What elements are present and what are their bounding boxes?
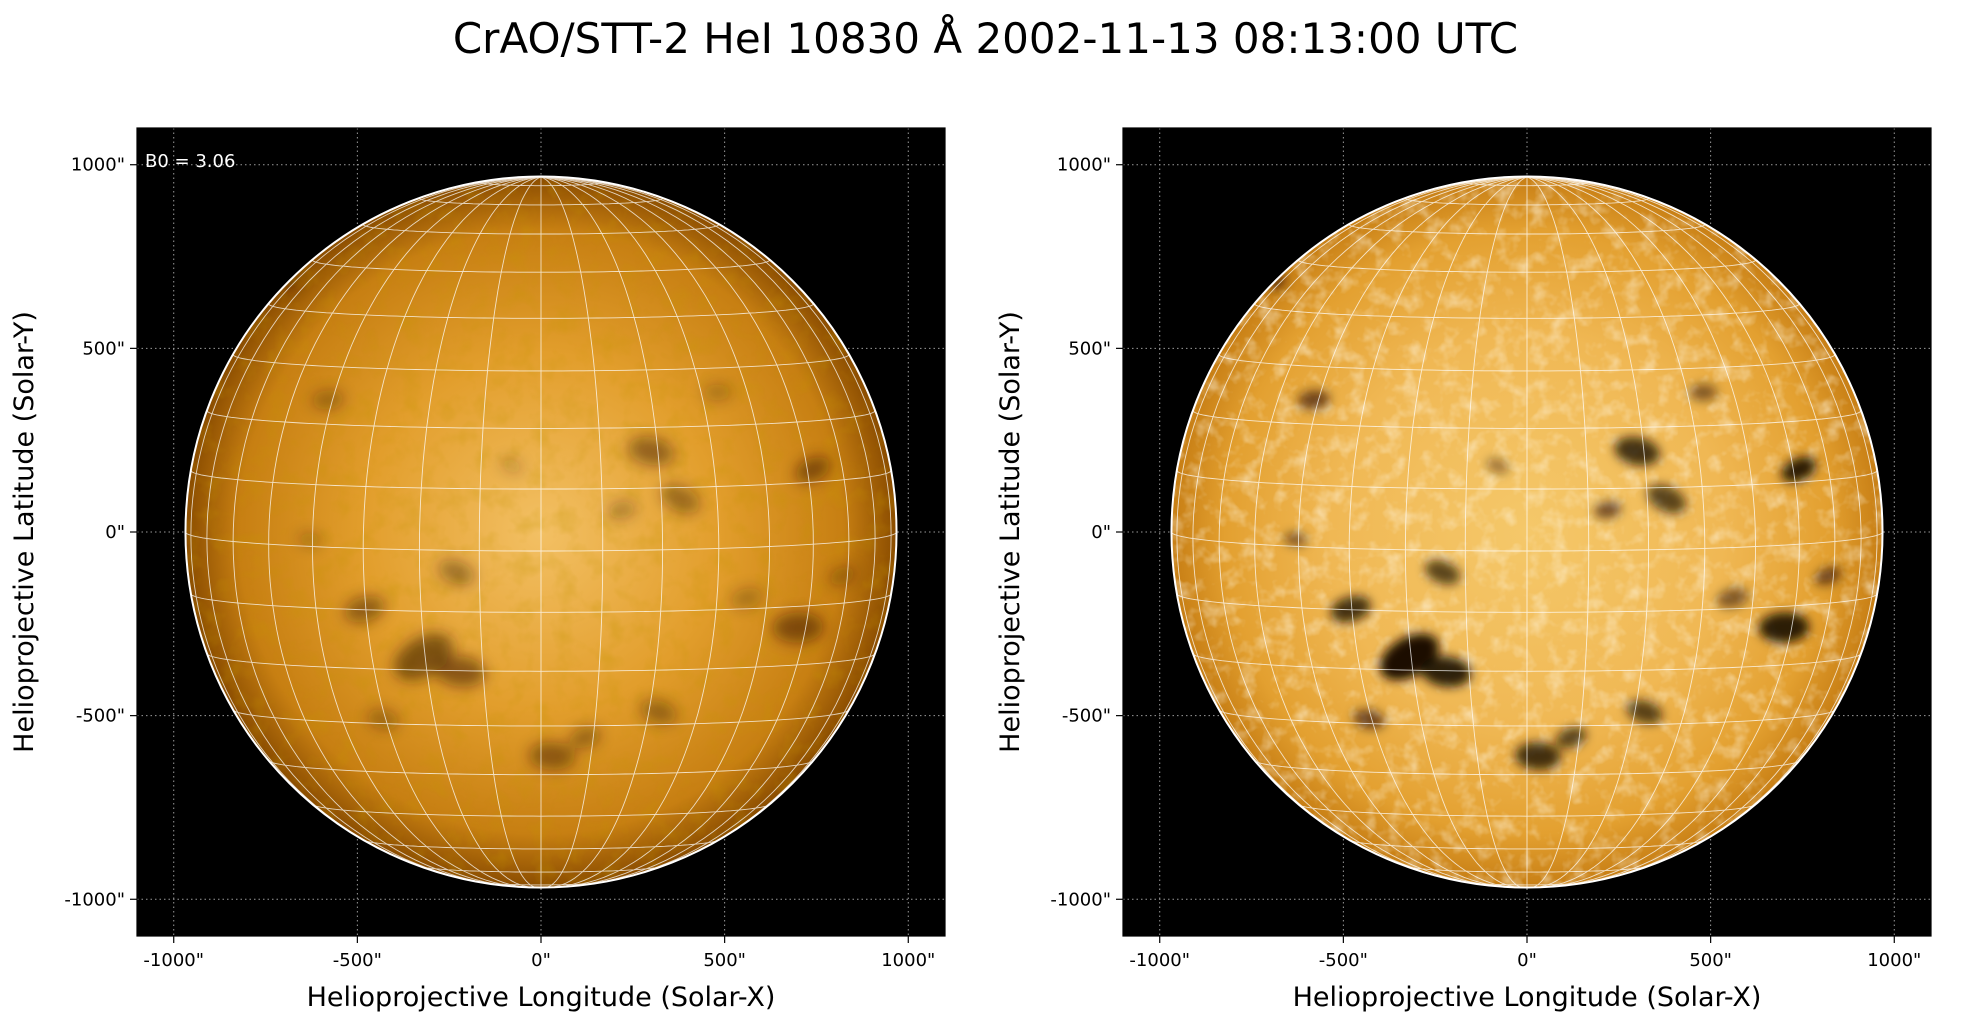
solar-limb [1170,175,1884,889]
y-tick-label: 0" [1091,522,1111,543]
dark-feature [1647,484,1686,514]
y-tick-label: -500" [1062,706,1111,727]
solar-limb [184,175,898,889]
dark-feature [1594,501,1622,519]
dark-feature [344,595,385,623]
dark-feature [1424,560,1461,585]
dark-feature [1614,436,1660,466]
y-tick-label: 1000" [71,155,125,176]
dark-feature [730,587,763,609]
dark-feature [367,709,399,730]
y-axis-label: Helioprojective Latitude (Solar-Y) [995,311,1026,753]
x-tick-label: -500" [333,950,382,971]
dark-feature [608,501,636,519]
dark-feature [1353,709,1385,730]
figure-title: CrAO/STT-2 HeI 10830 Å 2002-11-13 08:13:… [452,14,1519,63]
x-tick-label: -500" [1319,950,1368,971]
dark-feature [1758,612,1810,643]
y-tick-label: -1000" [64,889,125,910]
dark-feature [1284,532,1308,547]
dark-feature [829,566,856,586]
left-solar-panel: -1000" -500" 0" 500" 1000" 1000" 500" 0" -500" -1… [9,127,946,1013]
dark-feature [1781,456,1817,483]
y-tick-label: 500" [82,338,125,359]
dark-feature [438,560,475,585]
dark-feature [298,532,322,547]
dark-features [281,275,856,770]
y-tick-label: -1000" [1050,889,1111,910]
dark-feature [1716,587,1749,609]
dark-feature [1486,458,1509,474]
x-tick-label: -1000" [143,950,204,971]
dark-feature [703,384,732,401]
x-tick-label: 1000" [1867,950,1921,971]
y-tick-label: 0" [105,522,125,543]
dark-feature [1815,566,1842,586]
heliographic-grid [185,176,897,888]
right-solar-panel: -1000" -500" 0" 500" 1000" 1000" 500" 0" -500" -1… [995,127,1932,1013]
x-tick-label: 0" [531,950,551,971]
b0-annotation: B0 = 3.06 [145,151,235,172]
y-axis-label: Helioprojective Latitude (Solar-Y) [9,311,40,753]
y-tick-label: -500" [76,706,125,727]
x-tick-label: 500" [703,950,746,971]
x-axis-label: Helioprojective Longitude (Solar-X) [307,982,776,1013]
x-tick-label: 500" [1689,950,1732,971]
dark-feature [795,456,831,483]
x-axis-label: Helioprojective Longitude (Solar-X) [1293,982,1762,1013]
dark-feature [1297,390,1330,410]
dark-feature [1421,656,1472,687]
dark-feature [435,656,486,687]
dark-feature [628,436,674,466]
x-tick-label: 1000" [881,950,935,971]
x-tick-label: 0" [1517,950,1537,971]
dark-feature [1689,384,1718,401]
x-tick-label: -1000" [1129,950,1190,971]
dark-feature [772,612,824,643]
y-tick-label: 1000" [1057,155,1111,176]
y-tick-label: 500" [1068,338,1111,359]
dark-feature [311,390,344,410]
dark-feature [500,458,523,474]
dark-feature [661,484,700,514]
dark-feature [1330,595,1371,623]
